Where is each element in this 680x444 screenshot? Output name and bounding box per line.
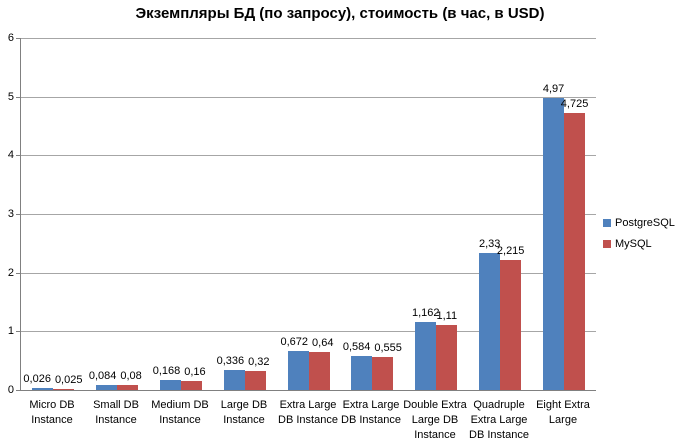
data-label-mysql: 0,32 bbox=[248, 356, 270, 369]
data-label-postgresql: 0,336 bbox=[216, 355, 245, 368]
bar-mysql-cat7 bbox=[436, 325, 457, 390]
x-axis-label-cat3: Medium DB Instance bbox=[151, 399, 209, 426]
x-axis-label-cat9: Eight Extra Large bbox=[536, 399, 590, 426]
bar-mysql-cat4 bbox=[245, 371, 266, 390]
legend-item-postgresql: PostgreSQL bbox=[603, 217, 675, 229]
bar-mysql-cat5 bbox=[309, 352, 330, 390]
data-label-postgresql: 0,084 bbox=[88, 370, 117, 383]
y-axis-label: 1 bbox=[7, 325, 14, 337]
bar-mysql-cat3 bbox=[181, 381, 202, 390]
y-axis-label: 5 bbox=[7, 91, 14, 103]
x-axis-label-cat8: Quadruple Extra Large DB Instance bbox=[469, 399, 529, 441]
legend-swatch-postgresql-icon bbox=[603, 219, 611, 227]
y-axis-label: 3 bbox=[7, 208, 14, 220]
y-axis-label: 0 bbox=[7, 384, 14, 396]
gridline bbox=[21, 97, 596, 98]
y-axis-label: 6 bbox=[7, 32, 14, 44]
x-axis-label-cat2: Small DB Instance bbox=[93, 399, 139, 426]
y-axis-tick bbox=[16, 214, 20, 215]
bar-mysql-cat2 bbox=[117, 385, 138, 390]
y-axis-tick bbox=[16, 331, 20, 332]
bar-postgresql-cat4 bbox=[224, 370, 245, 390]
data-label-mysql: 1,11 bbox=[436, 309, 458, 322]
gridline bbox=[21, 38, 596, 39]
y-axis-tick bbox=[16, 97, 20, 98]
data-label-mysql: 2,215 bbox=[496, 245, 525, 258]
bar-postgresql-cat8 bbox=[479, 253, 500, 390]
gridline bbox=[21, 273, 596, 274]
bar-mysql-cat1 bbox=[53, 389, 74, 390]
bar-postgresql-cat6 bbox=[351, 356, 372, 390]
data-label-postgresql: 1,162 bbox=[412, 306, 440, 319]
bar-postgresql-cat7 bbox=[415, 322, 436, 390]
data-label-mysql: 0,64 bbox=[312, 337, 334, 350]
plot-area: 0,026 0,025 0,084 0,08 0,168 0,16 0,336 0,32 0,6… bbox=[16, 38, 596, 391]
legend-label-postgresql: PostgreSQL bbox=[615, 217, 675, 229]
y-axis-tick bbox=[16, 38, 20, 39]
gridline bbox=[21, 331, 596, 332]
bar-postgresql-cat2 bbox=[96, 385, 117, 390]
bar-mysql-cat8 bbox=[500, 260, 521, 390]
legend-swatch-mysql-icon bbox=[603, 240, 611, 248]
x-axis-label-cat5: Extra Large DB Instance bbox=[278, 399, 338, 426]
chart-title: Экземпляры БД (по запросу), стоимость (в… bbox=[135, 5, 545, 22]
data-label-postgresql: 0,168 bbox=[152, 365, 181, 378]
bar-postgresql-cat9 bbox=[543, 98, 564, 390]
legend: PostgreSQL MySQL bbox=[603, 217, 675, 259]
data-label-mysql: 4,725 bbox=[560, 97, 589, 110]
legend-label-mysql: MySQL bbox=[615, 238, 652, 250]
data-label-mysql: 0,555 bbox=[374, 342, 402, 355]
bar-postgresql-cat5 bbox=[288, 351, 309, 390]
x-axis-label-cat6: Extra Large DB Instance bbox=[341, 399, 401, 426]
data-label-postgresql: 0,584 bbox=[342, 340, 371, 353]
y-axis-label: 2 bbox=[7, 267, 14, 279]
data-label-postgresql: 0,672 bbox=[280, 335, 309, 348]
x-axis-labels: Micro DB Instance Small DB Instance Medium D… bbox=[20, 390, 595, 444]
bar-mysql-cat6 bbox=[372, 357, 393, 390]
data-label-mysql: 0,025 bbox=[54, 373, 83, 386]
data-label-mysql: 0,08 bbox=[120, 370, 142, 383]
y-axis-tick bbox=[16, 273, 20, 274]
x-axis-label-cat7: Double Extra Large DB Instance bbox=[403, 399, 467, 441]
bar-mysql-cat9 bbox=[564, 113, 585, 390]
gridline bbox=[21, 214, 596, 215]
gridline bbox=[21, 155, 596, 156]
legend-item-mysql: MySQL bbox=[603, 238, 675, 250]
data-label-postgresql: 0,026 bbox=[23, 373, 51, 386]
y-axis-tick bbox=[16, 390, 20, 391]
data-label-postgresql: 4,97 bbox=[542, 83, 565, 96]
x-axis-label-cat4: Large DB Instance bbox=[220, 399, 268, 426]
bar-postgresql-cat3 bbox=[160, 380, 181, 390]
x-axis-label-cat1: Micro DB Instance bbox=[29, 399, 75, 426]
y-axis-label: 4 bbox=[7, 149, 14, 161]
data-label-postgresql: 2,33 bbox=[478, 238, 501, 251]
y-axis-tick bbox=[16, 155, 20, 156]
bar-postgresql-cat1 bbox=[32, 388, 53, 390]
data-label-mysql: 0,16 bbox=[184, 365, 206, 378]
